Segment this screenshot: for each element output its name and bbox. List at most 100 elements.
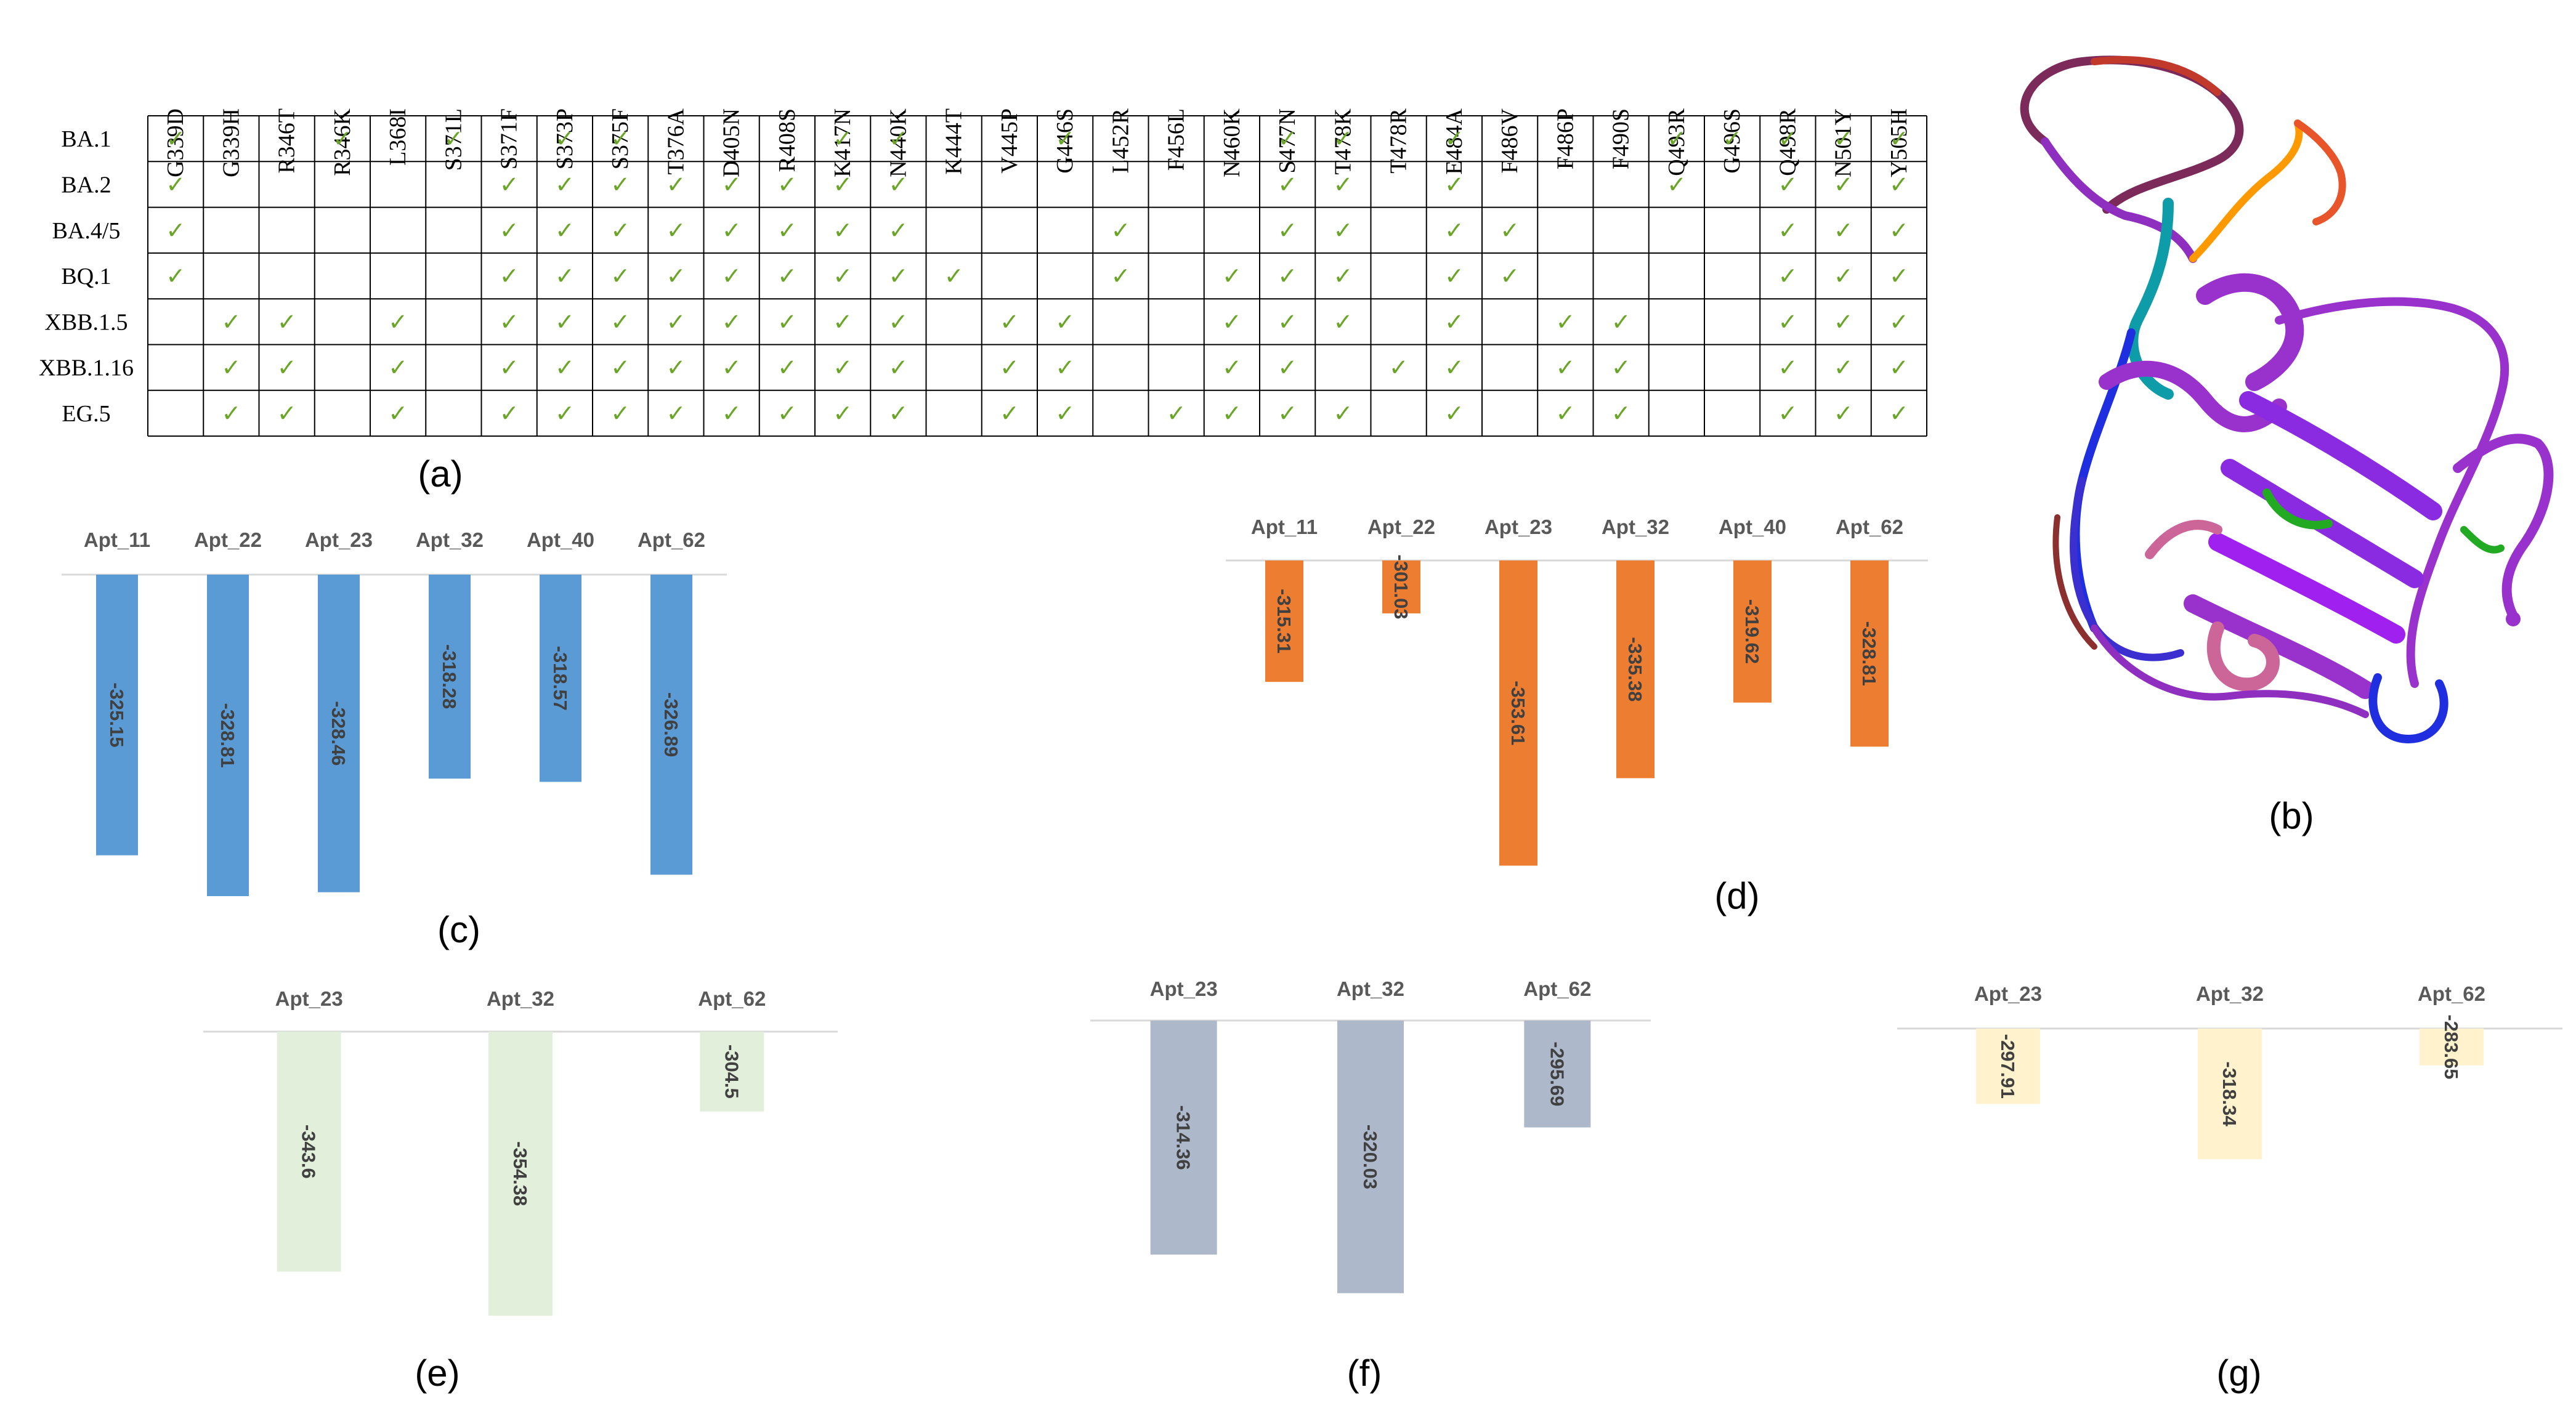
mutation-check-icon: ✓	[1000, 308, 1019, 335]
mutation-header: L452R	[1108, 108, 1133, 173]
mutation-check-icon: ✓	[888, 125, 908, 152]
mutation-check-icon: ✓	[610, 308, 630, 335]
variant-label: BA.4/5	[52, 218, 121, 244]
mutation-header: T478R	[1386, 108, 1412, 173]
mutation-check-icon: ✓	[1222, 308, 1242, 335]
mutation-check-icon: ✓	[333, 125, 352, 152]
mutation-header: F456L	[1164, 108, 1189, 171]
bar-value-label: -304.5	[721, 1045, 742, 1099]
category-tick-label: Apt_62	[1836, 515, 1903, 538]
bar	[1499, 560, 1537, 866]
mutation-check-icon: ✓	[1055, 354, 1075, 381]
mutation-check-icon: ✓	[610, 171, 630, 198]
mutation-check-icon: ✓	[888, 262, 908, 289]
bar-value-label: -314.36	[1173, 1105, 1194, 1170]
mutation-check-icon: ✓	[1834, 217, 1853, 244]
mutation-check-icon: ✓	[833, 262, 853, 289]
bar-value-label: -320.03	[1359, 1125, 1381, 1189]
mutation-check-icon: ✓	[1500, 262, 1520, 289]
category-tick-label: Apt_32	[487, 987, 554, 1010]
bar	[96, 575, 138, 855]
mutation-check-icon: ✓	[1444, 400, 1464, 427]
mutation-header: R346T	[274, 108, 300, 174]
bar	[207, 575, 249, 897]
bar	[700, 1032, 764, 1112]
mutation-check-icon: ✓	[277, 308, 297, 335]
mutation-check-icon: ✓	[1444, 217, 1464, 244]
bar	[1976, 1029, 2040, 1104]
mutation-check-icon: ✓	[555, 171, 575, 198]
bar	[488, 1032, 553, 1316]
mutation-header: N440K	[885, 108, 911, 177]
mutation-check-icon: ✓	[388, 354, 408, 381]
category-tick-label: Apt_22	[1367, 515, 1435, 538]
bar	[1733, 560, 1772, 703]
mutation-check-icon: ✓	[833, 217, 853, 244]
panel-label: (f)	[1347, 1352, 1382, 1394]
bar-value-label: -318.28	[439, 644, 460, 709]
bar	[2198, 1029, 2262, 1160]
mutation-check-icon: ✓	[1278, 354, 1297, 381]
bar-value-label: -319.62	[1741, 599, 1763, 664]
mutation-check-icon: ✓	[777, 308, 797, 335]
mutation-check-icon: ✓	[500, 171, 519, 198]
mutation-check-icon: ✓	[610, 400, 630, 427]
mutation-header: R408S	[774, 108, 800, 172]
mutation-check-icon: ✓	[277, 400, 297, 427]
mutation-check-icon: ✓	[1055, 308, 1075, 335]
mutation-check-icon: ✓	[1444, 171, 1464, 198]
category-tick-label: Apt_23	[1484, 515, 1552, 538]
mutation-header: Q493R	[1664, 108, 1690, 176]
mutation-check-icon: ✓	[500, 262, 519, 289]
mutation-check-icon: ✓	[777, 400, 797, 427]
mutation-check-icon: ✓	[1778, 262, 1797, 289]
panel-label: (e)	[415, 1352, 460, 1394]
variant-label: EG.5	[62, 401, 110, 427]
bar	[318, 575, 360, 892]
bar	[1382, 560, 1420, 613]
bar-value-label: -301.03	[1390, 554, 1412, 619]
chart-3: Apt_23 -314.36 Apt_32 -320.03 Apt_62 -295.69 (…	[1090, 977, 1651, 1394]
mutation-check-icon: ✓	[1834, 308, 1853, 335]
mutation-check-icon: ✓	[666, 217, 686, 244]
mutation-check-icon: ✓	[833, 125, 853, 152]
mutation-check-icon: ✓	[1778, 354, 1797, 381]
mutation-check-icon: ✓	[166, 125, 185, 152]
mutation-check-icon: ✓	[944, 262, 964, 289]
mutation-header: G339D	[163, 108, 188, 177]
mutation-check-icon: ✓	[1889, 217, 1909, 244]
mutation-check-icon: ✓	[610, 217, 630, 244]
bar	[1616, 560, 1655, 778]
mutation-check-icon: ✓	[722, 308, 742, 335]
mutation-header: R346K	[330, 108, 355, 176]
mutation-header: K444T	[941, 108, 967, 175]
category-tick-label: Apt_22	[194, 528, 262, 551]
mutation-check-icon: ✓	[1278, 125, 1297, 152]
mutation-check-icon: ✓	[666, 400, 686, 427]
mutation-check-icon: ✓	[555, 400, 575, 427]
category-tick-label: Apt_32	[1602, 515, 1669, 538]
category-tick-label: Apt_23	[305, 528, 373, 551]
mutation-check-icon: ✓	[1834, 262, 1853, 289]
mutation-check-icon: ✓	[221, 308, 241, 335]
bar-value-label: -354.38	[509, 1141, 531, 1206]
mutation-check-icon: ✓	[221, 354, 241, 381]
bar-value-label: -318.57	[549, 646, 571, 711]
category-tick-label: Apt_40	[1719, 515, 1786, 538]
bar-value-label: -328.46	[328, 701, 349, 766]
category-tick-label: Apt_32	[2196, 982, 2264, 1005]
mutation-header: K417N	[830, 108, 856, 177]
panel-label-a: (a)	[418, 453, 463, 495]
mutation-check-icon: ✓	[1333, 125, 1353, 152]
mutation-check-icon: ✓	[1834, 400, 1853, 427]
bar-value-label: -318.34	[2219, 1062, 2240, 1127]
mutation-check-icon: ✓	[500, 308, 519, 335]
bar-value-label: -353.61	[1507, 681, 1529, 745]
bar-value-label: -335.38	[1624, 637, 1646, 701]
category-tick-label: Apt_62	[698, 987, 766, 1010]
bar	[1265, 560, 1303, 682]
mutation-check-icon: ✓	[1333, 217, 1353, 244]
mutation-check-icon: ✓	[610, 262, 630, 289]
bar-value-label: -328.81	[1858, 621, 1880, 686]
